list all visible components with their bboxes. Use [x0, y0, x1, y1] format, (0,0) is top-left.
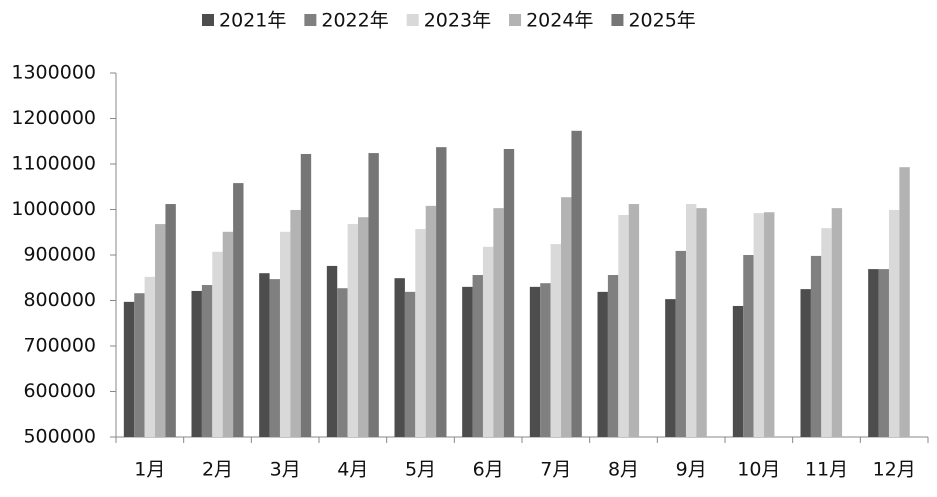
bar — [675, 250, 686, 437]
x-tick-label: 6月 — [473, 459, 504, 481]
bar — [493, 208, 504, 437]
y-tick-label: 1200000 — [11, 107, 96, 129]
y-tick-label: 600000 — [23, 380, 96, 402]
bar — [628, 204, 640, 437]
bar — [899, 167, 910, 437]
bar — [561, 197, 572, 437]
y-tick-label: 900000 — [23, 244, 96, 266]
bar — [134, 293, 145, 437]
x-tick-label: 8月 — [608, 459, 639, 481]
bar — [878, 269, 889, 437]
legend-label: 2024年 — [526, 10, 593, 32]
bar — [665, 299, 676, 437]
bar — [191, 290, 202, 437]
bar — [618, 214, 629, 437]
bar — [165, 204, 176, 437]
bar — [368, 153, 379, 437]
bar — [326, 265, 338, 437]
bar — [800, 289, 811, 437]
y-tick-label: 1100000 — [11, 153, 96, 175]
bar — [831, 208, 843, 437]
bar — [394, 278, 405, 437]
bar — [144, 276, 156, 437]
bar — [888, 209, 900, 437]
bar — [607, 275, 619, 437]
bar — [696, 208, 707, 437]
legend-label: 2022年 — [321, 10, 388, 32]
bar — [347, 224, 359, 437]
x-tick-label: 11月 — [805, 459, 848, 481]
bar — [155, 224, 166, 437]
legend-swatch — [406, 14, 419, 26]
bar — [436, 147, 447, 438]
x-tick-label: 7月 — [540, 459, 571, 481]
legend-label: 2023年 — [424, 10, 491, 32]
bar — [279, 231, 291, 437]
bar — [358, 217, 369, 437]
bar — [685, 204, 697, 437]
legend-label: 2021年 — [219, 10, 286, 32]
bar — [810, 255, 822, 437]
bar — [868, 269, 879, 437]
y-tick-label: 1000000 — [11, 198, 96, 220]
x-tick-label: 1月 — [134, 459, 165, 481]
bar — [233, 183, 244, 437]
bar — [764, 212, 775, 437]
bar — [550, 244, 562, 437]
bar — [821, 228, 832, 437]
bar — [462, 286, 473, 437]
bar — [753, 213, 765, 437]
bar — [269, 279, 280, 437]
legend-swatch — [509, 14, 522, 26]
bar — [201, 285, 213, 437]
bar — [597, 291, 608, 437]
bar — [212, 251, 223, 437]
y-tick-label: 800000 — [23, 289, 96, 311]
bar — [425, 205, 437, 437]
y-tick-label: 1300000 — [11, 62, 96, 84]
legend-swatch — [202, 14, 214, 26]
bar — [503, 148, 515, 438]
bar — [123, 301, 135, 437]
x-tick-label: 10月 — [737, 459, 780, 481]
x-tick-label: 4月 — [337, 459, 368, 481]
x-tick-label: 2月 — [202, 459, 233, 481]
y-tick-label: 500000 — [23, 426, 96, 448]
x-tick-label: 3月 — [270, 459, 301, 481]
legend-swatch — [611, 14, 624, 26]
bar — [571, 130, 582, 437]
bar — [290, 209, 301, 437]
bar — [743, 255, 754, 437]
bar — [482, 246, 494, 437]
x-tick-label: 5月 — [405, 459, 436, 481]
y-tick-label: 700000 — [23, 335, 96, 357]
bar — [732, 305, 744, 437]
bar — [222, 231, 234, 437]
bar — [540, 283, 551, 437]
legend-swatch — [304, 14, 317, 26]
bar — [337, 288, 348, 437]
bar — [529, 286, 541, 437]
bar — [300, 153, 312, 438]
bar — [259, 273, 270, 437]
bar — [404, 291, 416, 437]
legend-label: 2025年 — [628, 10, 695, 32]
x-tick-label: 12月 — [873, 459, 916, 481]
bar — [415, 229, 426, 437]
x-tick-label: 9月 — [676, 459, 707, 481]
bar — [472, 275, 483, 437]
